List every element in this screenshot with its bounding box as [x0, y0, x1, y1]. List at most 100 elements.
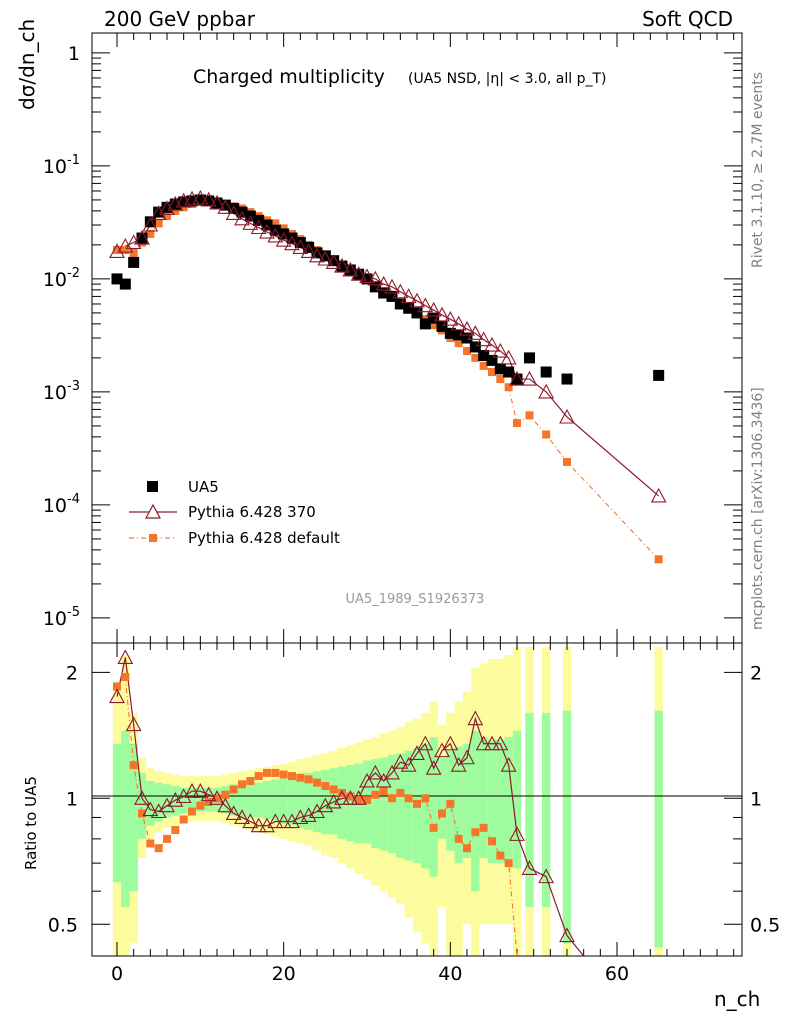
inner-band-bin — [379, 757, 388, 851]
ratio-point-default — [254, 772, 263, 781]
main-y-tick-label: 10-1 — [43, 153, 80, 178]
point-default — [163, 212, 171, 221]
ratio-point-default — [154, 844, 163, 853]
legend: UA5 Pythia 6.428 370 Pythia 6.428 defaul… — [129, 478, 340, 547]
point-370 — [317, 250, 334, 266]
inner-band-bin — [329, 768, 338, 835]
ratio-point-default — [404, 794, 413, 803]
ratio-point-370 — [509, 826, 525, 841]
ratio-point-default — [413, 799, 421, 808]
point-ua5 — [653, 369, 665, 381]
inner-band-bin — [496, 739, 505, 864]
ratio-point-default — [279, 770, 288, 779]
ratio-point-370 — [342, 790, 359, 805]
point-ua5 — [361, 273, 373, 285]
ratio-point-370 — [267, 813, 284, 829]
point-ua5 — [478, 350, 490, 362]
inner-band-bin — [112, 743, 122, 883]
point-370 — [509, 370, 525, 386]
point-ua5 — [169, 198, 181, 210]
inner-band-bin — [387, 754, 397, 854]
point-ua5 — [144, 216, 156, 228]
point-ua5 — [394, 298, 406, 310]
point-ua5 — [486, 354, 498, 366]
inner-band-bin — [396, 753, 405, 859]
ratio-point-default — [488, 837, 496, 846]
ratio-point-370 — [459, 749, 475, 765]
point-370 — [284, 235, 300, 251]
point-default — [171, 206, 180, 215]
inner-band-bin — [337, 766, 347, 839]
point-370 — [142, 216, 159, 232]
ratio-y-tick-label-right: 1 — [750, 788, 762, 810]
inner-band-bin — [421, 743, 430, 869]
ratio-point-370 — [275, 813, 292, 829]
main-y-tick-label: 10-3 — [43, 379, 80, 404]
legend-label-default: Pythia 6.428 default — [188, 529, 340, 547]
ratio-point-370 — [309, 803, 325, 819]
legend-label-370: Pythia 6.428 370 — [188, 503, 316, 521]
ratio-point-default — [179, 815, 188, 824]
inner-band-bin — [162, 784, 172, 818]
inner-band-bin — [137, 772, 147, 839]
ratio-point-370 — [538, 868, 555, 884]
ratio-point-370 — [442, 735, 459, 751]
ratio-point-default — [446, 799, 455, 808]
point-370 — [400, 288, 417, 303]
ratio-point-370 — [250, 817, 267, 833]
main-y-tick-label: 1 — [68, 43, 80, 65]
point-ua5 — [319, 250, 331, 262]
point-370 — [484, 336, 500, 352]
inner-band-bin — [196, 787, 205, 812]
ratio-point-370 — [492, 735, 509, 751]
point-370 — [500, 349, 517, 365]
point-370 — [259, 223, 275, 239]
ratio-point-default — [496, 851, 505, 860]
point-ua5 — [178, 196, 190, 208]
ratio-point-default — [121, 672, 130, 681]
inner-band-bin — [296, 774, 305, 828]
ratio-point-370 — [117, 649, 134, 665]
point-ua5 — [336, 260, 348, 272]
point-ua5 — [378, 287, 390, 299]
point-default — [146, 229, 155, 238]
point-default — [129, 248, 138, 257]
ratio-point-370 — [417, 735, 434, 751]
point-370 — [325, 254, 342, 269]
inner-band-bin — [471, 730, 480, 892]
uncertainty-bands — [112, 646, 663, 956]
point-370 — [225, 205, 242, 220]
inner-band-bin — [462, 743, 472, 859]
ratio-point-default — [196, 801, 205, 810]
ratio-point-default — [329, 785, 338, 794]
ratio-point-370 — [234, 809, 250, 825]
x-tick-label: 0 — [111, 963, 123, 985]
ratio-point-default — [229, 785, 238, 794]
x-tick-label: 40 — [438, 963, 462, 985]
point-370 — [267, 227, 284, 243]
point-ua5 — [294, 236, 306, 248]
ratio-point-default — [129, 761, 138, 770]
ratio-point-default — [396, 788, 405, 797]
inner-band-bin — [237, 784, 247, 818]
point-370 — [292, 239, 309, 254]
ratio-point-default — [271, 768, 280, 777]
ratio-point-default — [454, 834, 463, 843]
ratio-point-370 — [242, 813, 259, 829]
point-ua5 — [436, 320, 448, 332]
ratio-point-370 — [259, 817, 275, 833]
ratio-point-370 — [325, 793, 342, 809]
main-plot-frame — [91, 32, 743, 644]
ratio-point-default — [463, 844, 471, 853]
ratio-y-tick-label-right: 2 — [750, 662, 762, 684]
inner-band-bin — [312, 771, 322, 833]
legend-marker-ua5 — [147, 481, 158, 492]
point-default — [504, 383, 513, 392]
inner-band-bin — [179, 787, 188, 814]
inner-band-bin — [504, 737, 513, 864]
inner-band-bin — [479, 737, 488, 859]
xlabel: n_ch — [714, 987, 760, 1011]
ratio-point-370 — [392, 754, 409, 769]
inner-band-bin — [562, 710, 572, 944]
